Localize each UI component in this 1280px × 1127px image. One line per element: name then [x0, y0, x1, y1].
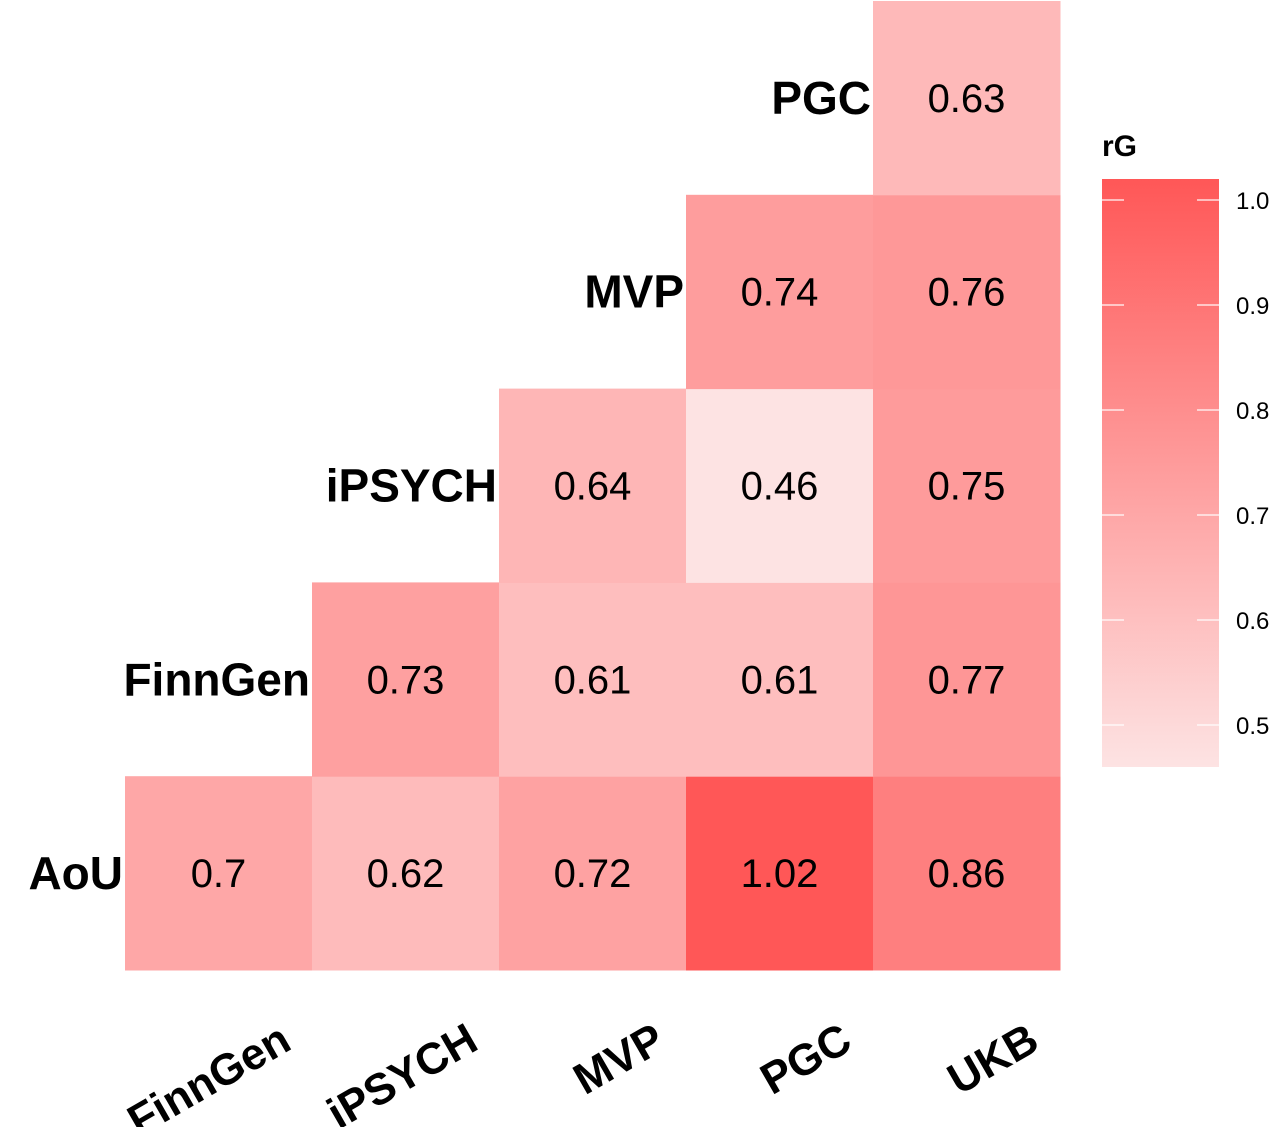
cell-value-label: 0.77 [928, 658, 1006, 702]
cell-value-label: 0.72 [554, 852, 632, 896]
column-labels: FinnGen iPSYCH MVP PGC UKB [119, 1014, 1046, 1127]
cell-ipsych-pgc [686, 388, 874, 583]
legend-colorbar [1102, 179, 1219, 767]
legend-tick-label: 0.9 [1236, 293, 1269, 320]
legend-tick-label: 0.8 [1236, 398, 1269, 425]
cell-value-label: 0.74 [741, 271, 819, 315]
cell-aou-finngen [125, 776, 313, 971]
cell-value-label: 0.7 [191, 852, 247, 896]
cell-mvp-ukb [873, 194, 1061, 390]
row-label-pgc: PGC [771, 72, 871, 124]
cell-value-label: 1.02 [741, 852, 819, 896]
cell-ipsych-ukb [873, 388, 1061, 583]
legend-tick-label: 0.7 [1236, 503, 1269, 530]
legend-ticks: 1.0 0.9 0.8 0.7 0.6 0.5 [1102, 188, 1269, 740]
col-label-finngen: FinnGen [119, 1014, 298, 1127]
cell-finngen-mvp [499, 582, 687, 777]
legend-tick-label: 0.5 [1236, 713, 1269, 740]
col-label-ukb: UKB [939, 1014, 1046, 1104]
cell-value-label: 0.64 [554, 465, 632, 509]
cell-value-label: 0.62 [367, 852, 445, 896]
cell-finngen-ipsych [312, 582, 500, 777]
cell-value-label: 0.61 [741, 658, 819, 702]
col-label-ipsych: iPSYCH [319, 1014, 485, 1127]
cell-value-label: 0.76 [928, 271, 1006, 315]
cell-value-label: 0.73 [367, 658, 445, 702]
col-label-pgc: PGC [752, 1014, 859, 1104]
legend-tick-label: 0.6 [1236, 608, 1269, 635]
row-label-aou: AoU [28, 847, 123, 899]
color-legend: rG 1.0 0.9 0.8 0.7 0.6 0.5 [1102, 130, 1269, 767]
cell-aou-mvp [499, 776, 687, 971]
row-label-finngen: FinnGen [123, 653, 310, 705]
cell-value-label: 0.86 [928, 852, 1006, 896]
cell-finngen-ukb [873, 582, 1061, 777]
cell-value-label: 0.61 [554, 658, 632, 702]
cell-value-label: 0.46 [741, 465, 819, 509]
row-labels: AoU FinnGen iPSYCH MVP PGC [28, 72, 871, 899]
legend-title: rG [1102, 130, 1137, 163]
cell-finngen-pgc [686, 582, 874, 777]
cell-aou-pgc [686, 776, 874, 971]
row-label-mvp: MVP [584, 266, 684, 318]
cell-ipsych-mvp [499, 388, 687, 583]
cell-pgc-ukb [873, 1, 1061, 196]
cell-value-label: 0.63 [928, 77, 1006, 121]
cell-mvp-pgc [686, 194, 874, 390]
cell-aou-ukb [873, 776, 1061, 971]
legend-tick-label: 1.0 [1236, 188, 1269, 215]
col-label-mvp: MVP [565, 1014, 672, 1104]
cell-value-label: 0.75 [928, 465, 1006, 509]
cell-aou-ipsych [312, 776, 500, 971]
row-label-ipsych: iPSYCH [326, 460, 497, 512]
heatmap-cells: 0.7 0.62 0.72 1.02 0.86 0.73 0.61 0.61 0.77 0.64 0… [125, 1, 1061, 971]
